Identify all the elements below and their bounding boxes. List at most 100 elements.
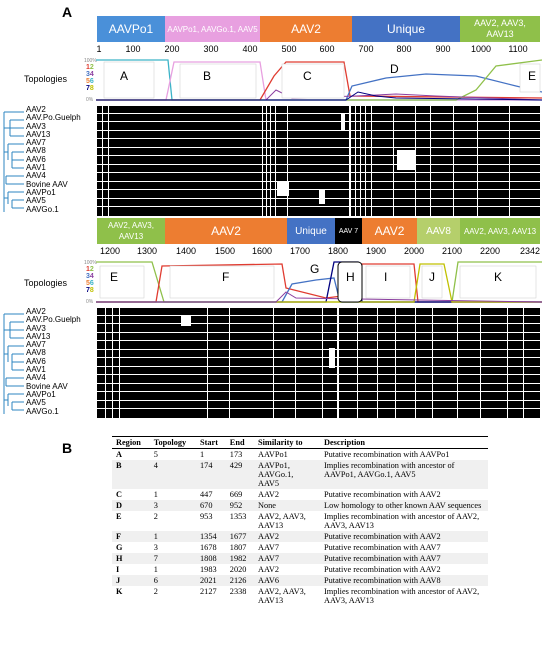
tick-label: 1400	[175, 246, 197, 256]
row1-region: AAVPo1	[97, 16, 165, 42]
topology-region-letter: B	[203, 69, 212, 83]
taxon-label: AAVPo1	[26, 389, 56, 399]
table-row: I 1 1983 2020 AAV2 Putative recombination wit…	[112, 564, 488, 575]
table-cell: 4	[149, 460, 197, 489]
taxon-label: AAV4	[26, 373, 46, 383]
topology-region-letter: I	[384, 270, 388, 284]
table-cell: 7	[149, 553, 197, 564]
taxa-labels-2: AAV2 AAV.Po.Guelph AAV3 AAV13 AAV7 AAV8 …	[26, 307, 81, 416]
table-row: K 2 2127 2338 AAV2, AAV3, AAV13 Implies recom…	[112, 586, 488, 606]
topology-line-3	[96, 73, 542, 101]
tick-label: 2000	[403, 246, 425, 256]
legend-num: 2	[89, 64, 94, 71]
taxon-label: AAV6	[26, 356, 46, 366]
row2-topology-plot	[96, 261, 542, 303]
legend-num: 1	[86, 266, 90, 273]
percent-bottom: 0%	[86, 299, 94, 305]
row1-region: AAV2	[260, 16, 352, 42]
taxon-label: AAV13	[26, 129, 51, 139]
taxon-label: AAVPo1	[26, 187, 56, 197]
table-cell: 2021	[196, 575, 226, 586]
col-header: End	[225, 436, 254, 449]
table-cell: Putative recombination with AAVPo1	[324, 450, 450, 459]
taxon-label: AAVGo.1	[26, 204, 59, 214]
table-cell: 1354	[196, 531, 226, 542]
taxon-label: AAV7	[26, 340, 46, 350]
topology-legend: 12 34 56 78	[86, 266, 94, 294]
col-header: Similarity to	[254, 436, 320, 449]
table-cell: E	[116, 512, 122, 521]
topology-region-letter: A	[120, 69, 129, 83]
tick-label: 300	[203, 44, 219, 54]
region-box	[519, 63, 541, 93]
table-cell: AAVPo1	[258, 450, 288, 459]
phylo-tree-1	[3, 111, 24, 212]
row1-region: Unique	[352, 16, 460, 42]
tick-label: 1100	[508, 44, 528, 54]
taxon-label: AAV13	[26, 331, 51, 341]
taxon-label: AAV1	[26, 365, 46, 375]
table-cell: AAVPo1, AAVGo.1, AAV5	[254, 460, 320, 489]
taxon-label: AAV6	[26, 154, 46, 164]
legend-num: 8	[89, 287, 94, 294]
table-cell: 3	[149, 500, 197, 511]
region-box	[337, 261, 363, 303]
table-row: J 6 2021 2126 AAV6 Putative recombination wit…	[112, 575, 488, 586]
tick-label: 1600	[251, 246, 273, 256]
tick-label: 400	[242, 44, 258, 54]
row2-region: AAV 7	[335, 218, 362, 244]
legend-num: 6	[89, 280, 94, 287]
table-cell: 2	[153, 512, 158, 521]
taxon-label: AAV1	[26, 163, 46, 173]
row2-region: AAV2, AAV3, AAV13	[460, 218, 540, 244]
row2-region: AAV2	[362, 218, 417, 244]
percent-bottom: 0%	[86, 97, 94, 103]
table-row: D 3 670 952 None Low homology to other known …	[112, 500, 488, 511]
table-cell: Implies recombination with ancestor of A…	[320, 460, 488, 489]
tick-label: 2200	[479, 246, 501, 256]
row2-region: AAV2	[165, 218, 287, 244]
legend-num: 5	[86, 280, 90, 287]
table-cell: C	[116, 490, 122, 499]
topology-line-6	[96, 263, 542, 303]
alignment-gaps-2	[97, 308, 540, 418]
table-cell: K	[116, 587, 123, 596]
table-cell: AAV2	[254, 531, 320, 542]
table-cell: 1	[149, 531, 197, 542]
table-cell: 173	[229, 450, 243, 459]
table-cell: 1808	[196, 553, 226, 564]
table-row: F 1 1354 1677 AAV2 Putative recombination wit…	[112, 531, 488, 542]
taxon-label: AAV.Po.Guelph	[26, 315, 81, 325]
region-box	[103, 61, 155, 99]
legend-num: 6	[89, 78, 94, 85]
percent-top: 100%	[84, 58, 97, 64]
alignment-block-2	[97, 308, 540, 418]
table-cell: Putative recombination with AAV7	[320, 553, 488, 564]
tick-label: 1500	[214, 246, 236, 256]
legend-num: 2	[89, 266, 94, 273]
tick-label: 1900	[365, 246, 387, 256]
row1-topology-plot	[96, 59, 542, 101]
tick-label: 100	[125, 44, 141, 54]
table-cell: 5	[153, 450, 158, 459]
topology-region-letter: D	[390, 62, 399, 76]
table-cell: 1353	[229, 512, 247, 521]
tick-label: 2342	[519, 246, 541, 256]
topology-legend: 12 34 56 78	[86, 64, 94, 92]
col-header: Topology	[149, 436, 197, 449]
taxon-label: AAV5	[26, 196, 46, 206]
table-row: A 5 1 173 AAVPo1 Putative recombination with …	[112, 449, 488, 461]
table-cell: 6	[149, 575, 197, 586]
table-cell: 447	[200, 490, 213, 499]
table-cell: G	[116, 543, 123, 552]
table-cell: 3	[153, 543, 158, 552]
region-box	[179, 63, 257, 99]
tick-label: 1200	[99, 246, 121, 256]
legend-num: 7	[86, 85, 90, 92]
table-cell: 1678	[200, 543, 217, 552]
phylo-tree-2	[3, 313, 24, 414]
table-cell: 2127	[200, 587, 217, 596]
legend-num: 3	[86, 273, 90, 280]
table-cell: 174	[196, 460, 226, 489]
table-row: H 7 1808 1982 AAV7 Putative recombination wit…	[112, 553, 488, 564]
